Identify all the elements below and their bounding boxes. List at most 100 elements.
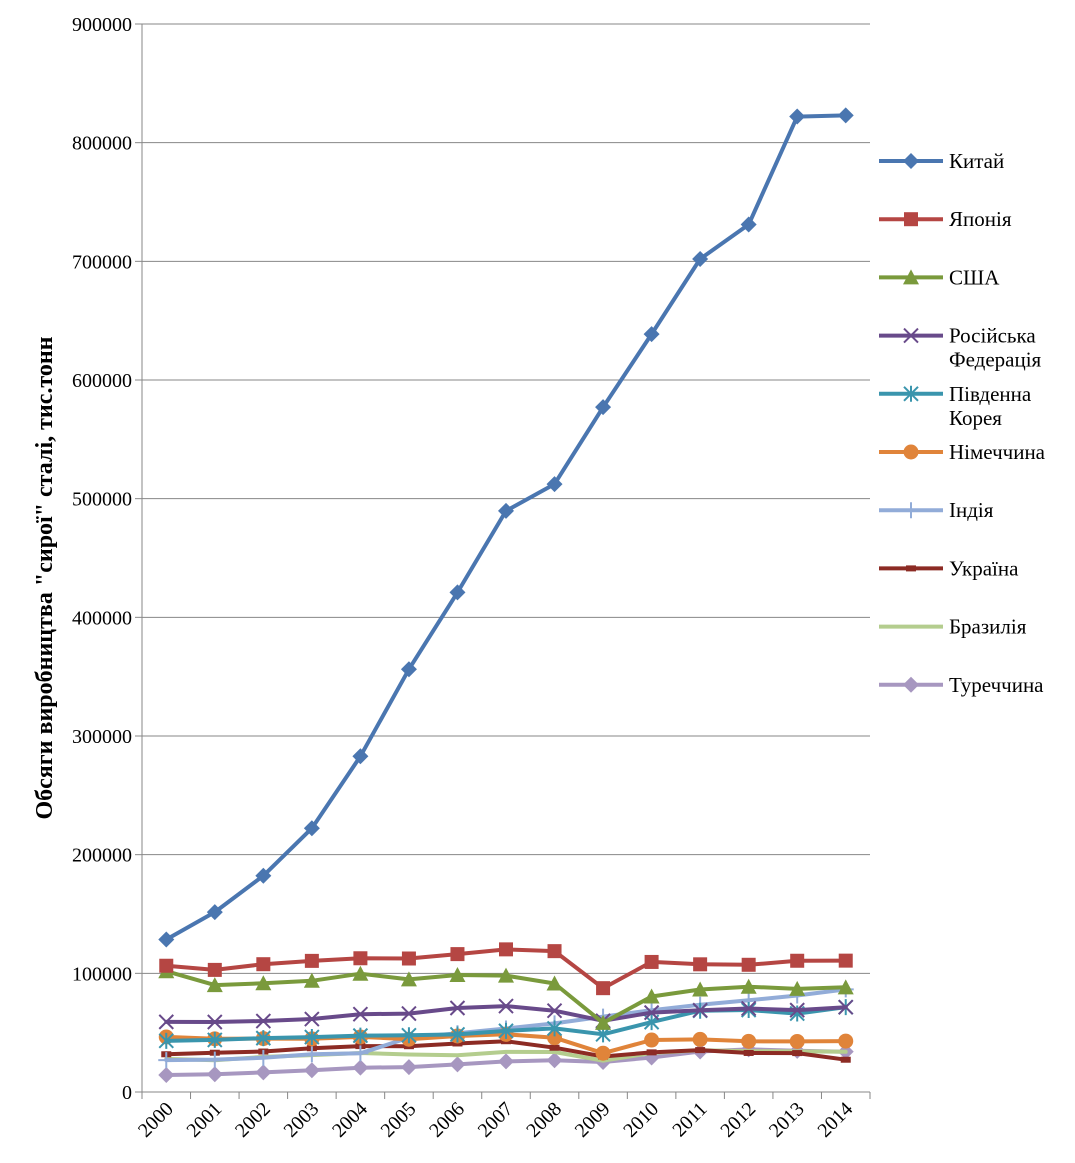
- data-point: [352, 1027, 369, 1044]
- data-point: [158, 1052, 175, 1069]
- data-point: [304, 953, 319, 968]
- legend-label: Україна: [949, 556, 1019, 580]
- y-tick-label: 600000: [72, 370, 132, 392]
- data-point: [546, 476, 563, 493]
- data-point: [206, 1066, 223, 1083]
- data-point: [255, 867, 272, 884]
- legend-label: Китай: [949, 149, 1004, 173]
- series-4: [158, 998, 854, 1030]
- legend-label-line: Туреччина: [949, 673, 1044, 697]
- data-point: [255, 1049, 272, 1066]
- data-point: [303, 972, 320, 988]
- data-point: [449, 966, 466, 982]
- data-point: [643, 1004, 660, 1021]
- data-point: [255, 1064, 272, 1081]
- data-point: [644, 954, 659, 969]
- y-tick-label: 400000: [72, 607, 132, 629]
- data-point: [740, 1000, 757, 1017]
- data-point: [741, 957, 756, 972]
- data-point: [353, 951, 368, 966]
- data-point: [255, 1013, 272, 1029]
- legend-label-line: Російська: [949, 324, 1036, 348]
- legend-label-line: Україна: [949, 556, 1019, 580]
- data-point: [206, 977, 223, 993]
- legend-label: США: [949, 265, 1000, 289]
- y-tick-label: 900000: [72, 14, 132, 36]
- data-point: [352, 1059, 369, 1076]
- legend-item: Російська Федерація: [879, 324, 1042, 372]
- data-point: [596, 981, 611, 996]
- data-point: [838, 953, 853, 968]
- data-point: [790, 953, 805, 968]
- data-point: [352, 965, 369, 981]
- legend-item: Японія: [879, 207, 1012, 231]
- y-tick-label: 300000: [72, 726, 132, 748]
- data-point: [549, 1044, 560, 1051]
- data-point: [206, 904, 223, 921]
- data-point: [692, 1002, 708, 1018]
- data-point: [840, 1056, 851, 1063]
- data-point: [547, 1030, 563, 1046]
- data-point: [400, 1059, 417, 1076]
- legend-label-line: Китай: [949, 149, 1004, 173]
- legend-marker: [903, 385, 919, 402]
- x-tick-label: 2004: [328, 1098, 372, 1142]
- legend-item: Німеччина: [879, 440, 1046, 464]
- data-point: [741, 1033, 757, 1049]
- data-point: [449, 1026, 466, 1043]
- y-tick-label: 0: [122, 1082, 132, 1104]
- x-tick-label: 2005: [377, 1098, 421, 1142]
- axes: 0 100000 200000 300000 400000 500000 600000 700…: [72, 14, 871, 1142]
- series-lines: [158, 107, 854, 1084]
- data-point: [743, 1049, 754, 1056]
- data-point: [352, 1045, 369, 1062]
- data-point: [498, 1053, 514, 1070]
- legend-label: Індія: [949, 498, 994, 522]
- x-tick-label: 2008: [522, 1098, 566, 1142]
- legend-item: Бразилія: [879, 615, 1027, 639]
- data-point: [692, 981, 709, 997]
- y-axis-label: Обсяги виробництва "сирої" сталі, тис.то…: [32, 336, 58, 819]
- data-point: [498, 998, 514, 1014]
- data-point: [400, 971, 417, 987]
- legend-item: Україна: [879, 556, 1019, 580]
- legend-item: Туреччина: [879, 673, 1044, 697]
- data-point: [498, 502, 514, 519]
- data-point: [595, 1045, 611, 1061]
- data-point: [789, 980, 806, 996]
- legend-marker: [904, 212, 918, 227]
- legend-marker: [903, 676, 919, 693]
- y-tick-label: 700000: [72, 251, 132, 273]
- y-tick-label: 800000: [72, 133, 132, 155]
- data-point: [256, 957, 271, 972]
- data-point: [207, 1014, 223, 1030]
- data-point: [207, 962, 222, 977]
- legend-marker: [903, 327, 919, 344]
- data-point: [304, 1011, 320, 1027]
- legend-label-line: Індія: [949, 498, 994, 522]
- data-point: [546, 975, 563, 991]
- series-line: [164, 113, 848, 942]
- x-tick-label: 2001: [182, 1098, 226, 1142]
- data-point: [595, 399, 612, 416]
- data-point: [547, 944, 562, 959]
- data-point: [837, 107, 854, 124]
- legend-label-line: Німеччина: [949, 440, 1046, 464]
- x-tick-label: 2013: [765, 1098, 809, 1142]
- data-point: [546, 1052, 563, 1069]
- x-tick-label: 2012: [716, 1098, 760, 1142]
- data-point: [546, 1020, 563, 1037]
- data-point: [450, 947, 465, 962]
- data-point: [401, 1027, 417, 1044]
- data-point: [158, 1032, 174, 1049]
- data-point: [449, 584, 466, 601]
- y-tick-label: 200000: [72, 845, 132, 867]
- legend: Китай Японія США Російська Федерація Південна…: [879, 149, 1046, 697]
- data-point: [695, 1047, 706, 1054]
- legend-marker: [903, 153, 919, 169]
- data-point: [789, 1033, 805, 1049]
- x-tick-label: 2007: [474, 1098, 518, 1142]
- data-point: [692, 250, 709, 267]
